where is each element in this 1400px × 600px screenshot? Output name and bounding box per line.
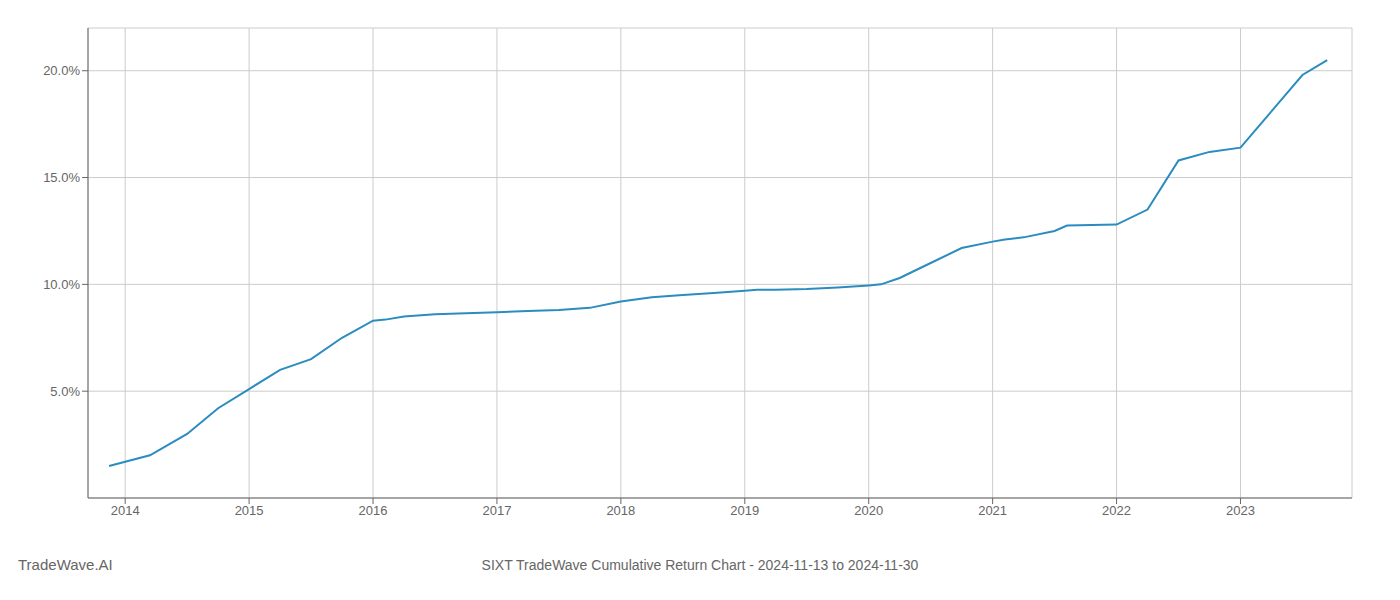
svg-text:2019: 2019 [730,503,759,518]
html-text:SIXT TradeWave Cumulative Retu: SIXT TradeWave Cumulative Return Chart -… [481,557,919,573]
svg-text:20.0%: 20.0% [43,63,80,78]
svg-text:2014: 2014 [111,503,140,518]
svg-text:5.0%: 5.0% [50,384,80,399]
svg-text:2021: 2021 [978,503,1007,518]
svg-text:2015: 2015 [235,503,264,518]
svg-text:2018: 2018 [606,503,635,518]
svg-text:2022: 2022 [1102,503,1131,518]
svg-text:2017: 2017 [482,503,511,518]
html-text:TradeWave.AI: TradeWave.AI [18,556,113,573]
svg-text:2016: 2016 [359,503,388,518]
svg-text:15.0%: 15.0% [43,170,80,185]
svg-text:2023: 2023 [1226,503,1255,518]
svg-text:10.0%: 10.0% [43,277,80,292]
svg-text:2020: 2020 [854,503,883,518]
